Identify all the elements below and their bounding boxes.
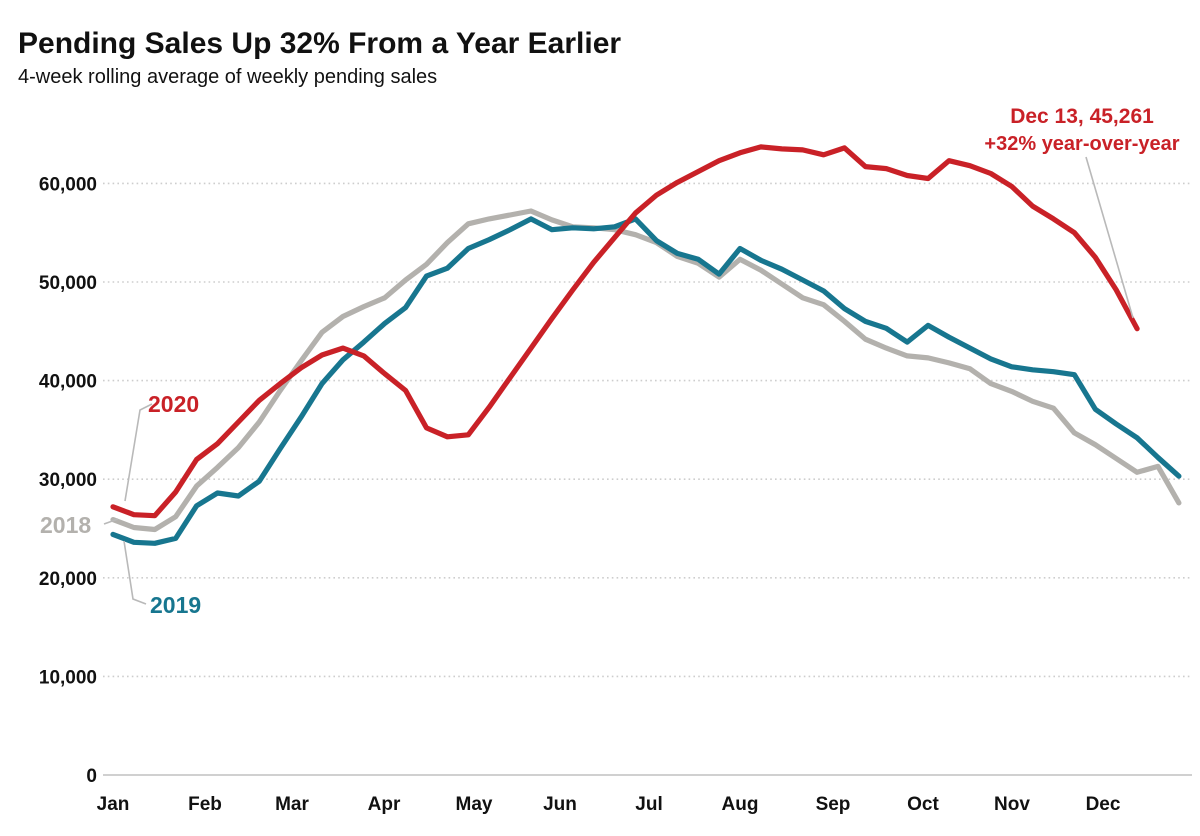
x-axis-month-labels: Jan Feb Mar Apr May Jun Jul Aug Sep Oct Nov Dec: [97, 794, 1121, 815]
page-title: Pending Sales Up 32% From a Year Earlier: [18, 27, 621, 60]
x-tick-label-dec: Dec: [1086, 794, 1121, 815]
x-tick-label-may: May: [456, 794, 493, 815]
series-line-2019: [110, 216, 1182, 546]
leader-2019: [123, 540, 147, 605]
series-label-2018: 2018: [40, 512, 91, 538]
gridlines: [103, 182, 1192, 776]
y-tick-label-10000: 10,000: [39, 667, 97, 688]
x-tick-label-mar: Mar: [275, 794, 309, 815]
y-tick-label-50000: 50,000: [39, 273, 97, 294]
leader-2020: [124, 403, 153, 502]
x-tick-label-aug: Aug: [722, 794, 759, 815]
x-tick-label-sep: Sep: [816, 794, 851, 815]
series-lines: [110, 144, 1182, 546]
x-tick-label-feb: Feb: [188, 794, 222, 815]
series-label-2019: 2019: [150, 592, 201, 618]
annotation-yoy-label: +32% year-over-year: [984, 133, 1179, 155]
annotation-value-label: Dec 13, 45,261: [1010, 105, 1154, 128]
x-tick-label-apr: Apr: [368, 794, 401, 815]
y-tick-label-0: 0: [86, 766, 97, 787]
y-tick-label-30000: 30,000: [39, 470, 97, 491]
y-tick-label-20000: 20,000: [39, 569, 97, 590]
x-tick-label-jul: Jul: [635, 794, 662, 815]
x-tick-label-oct: Oct: [907, 794, 939, 815]
x-tick-label-jan: Jan: [97, 794, 130, 815]
x-tick-label-jun: Jun: [543, 794, 577, 815]
y-tick-label-40000: 40,000: [39, 372, 97, 393]
y-axis-labels: 0 10,000 20,000 30,000 40,000 50,000 60,000: [39, 174, 97, 787]
y-tick-label-60000: 60,000: [39, 174, 97, 195]
chart-subtitle: 4-week rolling average of weekly pending…: [18, 66, 437, 88]
leader-lines: [103, 156, 1134, 605]
series-line-2020: [110, 144, 1140, 519]
leader-annotation: [1085, 156, 1134, 319]
series-label-2020: 2020: [148, 391, 199, 417]
x-tick-label-nov: Nov: [994, 794, 1030, 815]
leader-2018: [103, 518, 119, 525]
